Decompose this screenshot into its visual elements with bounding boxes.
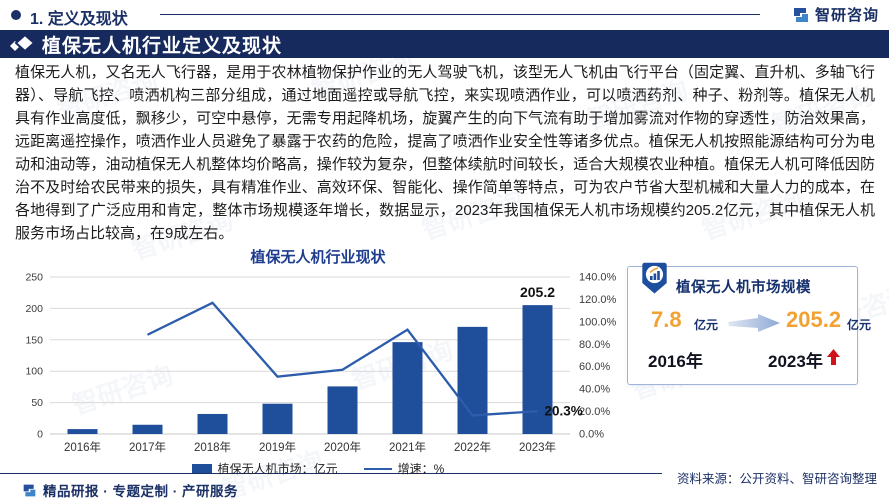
chart-svg: 0 50 100 150 200 250 0.0% 20.0% 40.0% 60.0% 80.0% 1… — [25, 272, 617, 455]
x-axis-label: 2020年 — [324, 440, 361, 454]
market-size-card: 植保无人机市场规模 7.8 亿元 205.2 亿元 2016年 2023年 — [627, 262, 871, 385]
x-axis-label: 2023年 — [519, 440, 556, 454]
right-axis-tick: 0.0% — [579, 429, 604, 441]
growth-line — [146, 301, 538, 417]
x-axis-label: 2018年 — [194, 440, 231, 454]
right-axis-tick: 60.0% — [579, 361, 610, 373]
x-axis-label: 2019年 — [259, 440, 296, 454]
left-axis-tick: 250 — [25, 272, 43, 284]
chart-legend: 植保无人机市场：亿元 增速：% — [18, 460, 618, 477]
definition-paragraph: 植保无人机，又名无人飞行器，是用于农林植物保护作业的无人驾驶飞机，该型无人飞机由… — [15, 64, 875, 242]
x-axis-label: 2016年 — [64, 440, 101, 454]
bar-2022年 — [457, 326, 488, 434]
footer-rule — [0, 473, 662, 474]
card-title: 植保无人机市场规模 — [676, 280, 811, 296]
brand-name: 智研咨询 — [814, 7, 879, 24]
chart-title: 植保无人机行业现状 — [250, 249, 386, 266]
right-axis-tick: 80.0% — [579, 339, 610, 351]
bar-2017年 — [132, 424, 163, 434]
legend-item-line: 增速：% — [363, 460, 445, 477]
banner-title: 植保无人机行业定义及现状 — [42, 35, 283, 57]
legend-bar-label: 植保无人机市场：亿元 — [217, 462, 338, 476]
line-swatch-icon — [363, 467, 392, 470]
left-axis-tick: 0 — [37, 429, 43, 441]
left-axis-tick: 100 — [25, 366, 43, 378]
x-axis-label: 2017年 — [129, 440, 166, 454]
header-rule — [160, 14, 760, 15]
right-arrow-icon — [728, 314, 780, 332]
bullet-dot-icon — [11, 10, 21, 20]
card-values: 7.8 亿元 205.2 亿元 — [628, 305, 871, 339]
card-years: 2016年 2023年 — [628, 347, 857, 371]
chart-badge-icon — [642, 262, 667, 294]
bar-2018年 — [197, 413, 228, 434]
bar-2020年 — [327, 386, 358, 434]
end-year: 2023年 — [768, 352, 823, 371]
start-value: 7.8 — [651, 307, 682, 332]
section-label: 1. 定义及现状 — [30, 11, 128, 28]
start-unit: 亿元 — [694, 318, 719, 332]
right-axis-tick: 120.0% — [579, 294, 617, 306]
footer-services-label: 精品研报 · 专题定制 · 产研服务 — [43, 484, 238, 499]
left-axis-tick: 150 — [25, 334, 43, 346]
data-label: 20.3% — [545, 404, 583, 419]
right-axis-tick: 40.0% — [579, 384, 610, 396]
right-axis-tick: 140.0% — [579, 272, 617, 284]
bar-swatch-icon — [191, 464, 212, 473]
card-badge — [641, 262, 668, 300]
footer-services: 精品研报 · 专题定制 · 产研服务 — [22, 480, 238, 500]
right-axis-tick: 20.0% — [579, 406, 610, 418]
brand-logo-icon — [793, 7, 808, 22]
x-axis-label: 2022年 — [454, 440, 491, 454]
right-axis-tick: 100.0% — [579, 316, 617, 328]
brand-logo: 智研咨询 — [792, 4, 879, 25]
footer-logo-icon — [23, 484, 36, 496]
source-note: 资料来源：公开资料、智研咨询整理 — [676, 472, 877, 486]
x-axis-label: 2021年 — [389, 440, 426, 454]
start-year: 2016年 — [648, 352, 703, 371]
data-label: 205.2 — [520, 284, 555, 300]
legend-line-label: 增速：% — [397, 462, 445, 476]
top-header: 1. 定义及现状 智研咨询 — [0, 0, 889, 30]
chart: 0 50 100 150 200 250 0.0% 20.0% 40.0% 60.0% 80.0% 1… — [18, 263, 618, 459]
banner: 植保无人机行业定义及现状 — [0, 30, 889, 58]
left-axis-tick: 200 — [25, 303, 43, 315]
bar-2016年 — [67, 429, 98, 434]
bar-2019年 — [262, 403, 293, 434]
end-value: 205.2 — [786, 307, 842, 332]
end-unit: 亿元 — [847, 318, 872, 332]
up-arrow-icon — [827, 349, 840, 365]
bar-2021年 — [392, 342, 423, 434]
legend-item-bar: 植保无人机市场：亿元 — [191, 460, 338, 477]
left-axis-tick: 50 — [31, 397, 43, 409]
diamond-icon — [10, 33, 36, 53]
